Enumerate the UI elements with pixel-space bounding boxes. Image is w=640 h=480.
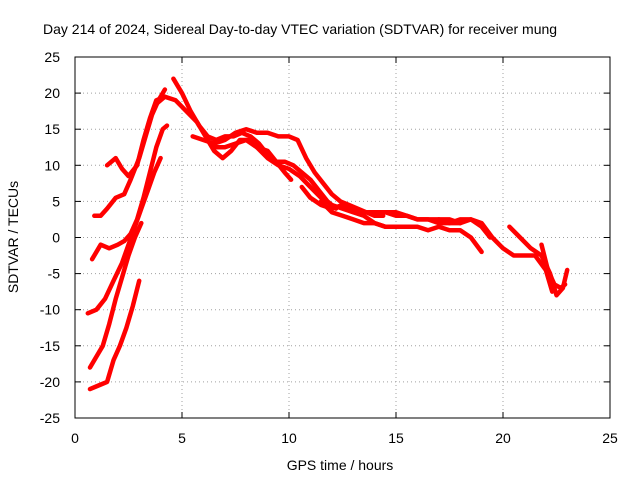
series-line-sat-h [171, 76, 339, 211]
series-line-sat-f [87, 278, 142, 392]
x-tick-label: 15 [388, 430, 404, 446]
y-tick-label: -25 [40, 410, 60, 426]
x-axis-ticks: 0 5 10 15 20 25 [71, 57, 618, 446]
y-tick-label: 15 [44, 121, 60, 137]
y-tick-label: 10 [44, 157, 60, 173]
x-tick-label: 5 [178, 430, 186, 446]
series-line-sat-l [318, 199, 484, 255]
y-tick-label: -10 [40, 302, 60, 318]
y-tick-label: 20 [44, 85, 60, 101]
x-tick-label: 25 [602, 430, 618, 446]
y-tick-label: -15 [40, 338, 60, 354]
series-line-sat-p [539, 242, 568, 291]
y-axis-ticks: -25 -20 -15 -10 -5 0 5 10 15 20 25 [40, 49, 610, 426]
chart-title: Day 214 of 2024, Sidereal Day-to-day VTE… [43, 21, 557, 37]
series-line-sat-n [436, 217, 555, 294]
y-tick-label: -5 [48, 266, 61, 282]
x-axis-label: GPS time / hours [287, 457, 394, 473]
x-tick-label: 20 [495, 430, 511, 446]
y-axis-label: SDTVAR / TECUs [5, 181, 21, 293]
y-tick-label: 25 [44, 49, 60, 65]
grid [75, 57, 610, 418]
series-group [85, 76, 570, 392]
y-tick-label: 0 [52, 230, 60, 246]
series-line-sat-e [87, 220, 144, 370]
series-line-sat-i [190, 126, 386, 219]
x-tick-label: 0 [71, 430, 79, 446]
series-line-sat-b [92, 87, 168, 219]
y-tick-label: 5 [52, 193, 60, 209]
y-tick-label: -20 [40, 374, 60, 390]
series-line-sat-j [211, 137, 388, 229]
x-tick-label: 10 [281, 430, 297, 446]
series-line-sat-d [85, 155, 163, 316]
